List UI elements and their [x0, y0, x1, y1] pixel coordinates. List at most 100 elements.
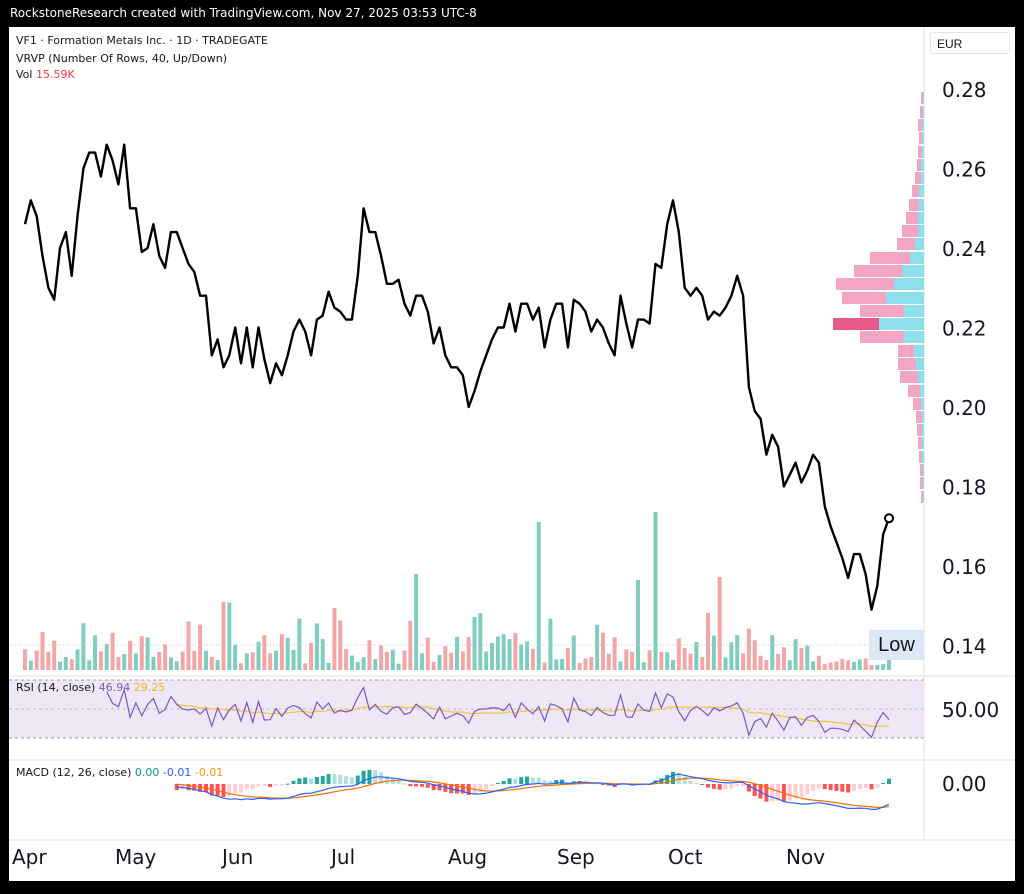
volume-bar — [291, 649, 296, 670]
volume-bar — [513, 632, 518, 670]
volume-profile-up — [922, 424, 924, 436]
volume-bar — [536, 522, 541, 670]
volume-profile-up — [915, 238, 924, 250]
volume-bar — [525, 641, 530, 670]
volume-profile-up — [916, 358, 924, 370]
volume-bar — [69, 659, 74, 670]
volume-bar — [239, 663, 243, 670]
macd-hist-bar — [530, 777, 535, 784]
macd-hist-bar — [735, 784, 740, 787]
macd-hist-bar — [186, 784, 191, 791]
volume-bar — [297, 618, 302, 670]
macd-hist-bar — [536, 777, 541, 784]
currency-selector[interactable]: EUR — [930, 32, 1010, 54]
macd-hist-bar — [799, 784, 804, 797]
macd-hist-bar — [437, 784, 442, 791]
volume-bar — [449, 652, 454, 670]
volume-bar — [490, 642, 495, 670]
macd-hist-bar — [811, 784, 816, 791]
volume-profile-down — [920, 106, 923, 118]
price-tick-label: 0.20 — [942, 396, 987, 420]
macd-hist-bar — [822, 784, 827, 790]
macd-hist-bar — [419, 784, 424, 787]
volume-bar — [110, 632, 115, 670]
volume-bar — [665, 652, 670, 670]
macd-hist-bar — [717, 784, 722, 790]
volume-profile-down — [916, 411, 922, 423]
volume-bar — [811, 661, 816, 670]
macd-hist-bar — [863, 784, 868, 789]
macd-hist-bar — [215, 784, 220, 796]
volume-bar — [630, 651, 635, 670]
volume-bar — [723, 657, 728, 670]
macd-hist-bar — [425, 784, 430, 788]
rsi-legend[interactable]: RSI (14, close) 46.94 29.25 — [16, 681, 165, 694]
volume-bar — [104, 643, 109, 670]
macd-hist-bar — [554, 779, 559, 784]
volume-profile-down — [918, 437, 922, 449]
symbol-legend[interactable]: VF1 · Formation Metals Inc. · 1D · TRADE… — [16, 34, 268, 47]
macd-hist-bar — [239, 784, 243, 793]
vrvp-legend[interactable]: VRVP (Number Of Rows, 40, Up/Down) — [16, 52, 228, 65]
volume-profile-up — [904, 305, 924, 317]
volume-bar — [408, 620, 413, 670]
macd-hist-bar — [349, 777, 354, 784]
volume-bar — [256, 641, 261, 670]
time-tick-label: Nov — [786, 845, 825, 869]
macd-hist-bar — [262, 784, 267, 787]
macd-hist-bar — [338, 774, 343, 784]
volume-legend[interactable]: Vol 15.59K — [16, 68, 75, 81]
macd-hist-bar — [332, 774, 337, 784]
volume-profile-up — [918, 212, 924, 224]
macd-histogram — [174, 769, 891, 802]
macd-hist-bar — [694, 782, 699, 784]
macd-hist-bar — [746, 784, 751, 792]
volume-profile — [833, 92, 924, 503]
volume-bar — [285, 637, 290, 670]
volume-bar — [320, 639, 325, 670]
volume-profile-down — [897, 238, 915, 250]
volume-profile-down — [909, 199, 919, 211]
volume-bar — [548, 618, 553, 670]
macd-hist-bar — [519, 777, 524, 784]
macd-hist-bar — [274, 784, 279, 786]
macd-hist-bar — [268, 784, 273, 787]
volume-bar — [653, 512, 658, 670]
volume-bar — [484, 651, 489, 670]
macd-legend[interactable]: MACD (12, 26, close) 0.00 -0.01 -0.01 — [16, 766, 223, 779]
volume-bar — [554, 659, 559, 670]
macd-hist-value: 0.00 — [134, 766, 160, 779]
volume-bar — [332, 608, 337, 670]
macd-hist-bar — [507, 778, 512, 784]
volume-bar — [711, 635, 716, 670]
price-tick-label: 0.22 — [942, 317, 987, 341]
volume-profile-down — [921, 491, 923, 503]
last-price-marker — [884, 513, 894, 524]
volume-bar — [455, 636, 459, 670]
macd-hist-bar — [396, 780, 401, 784]
volume-bar — [203, 650, 208, 670]
volume-bar — [460, 651, 465, 670]
volume-profile-up — [922, 146, 924, 158]
macd-hist-bar — [828, 784, 833, 791]
volume-bar — [583, 658, 588, 670]
volume-profile-down — [920, 477, 923, 489]
price-tick-label: 0.14 — [942, 635, 987, 659]
volume-profile-up — [921, 172, 924, 184]
volume-bar — [624, 649, 629, 670]
macd-hist-bar — [466, 784, 471, 795]
volume-bar — [717, 577, 722, 670]
volume-bar — [542, 662, 547, 670]
volume-value: 15.59K — [35, 68, 75, 81]
volume-profile-up — [914, 345, 924, 357]
rsi-line — [106, 686, 890, 739]
volume-bar — [834, 661, 839, 670]
macd-hist-bar — [606, 784, 611, 786]
volume-bar — [355, 662, 360, 670]
volume-bar — [478, 613, 483, 670]
price-tick-label: 0.24 — [942, 237, 987, 261]
volume-profile-down — [917, 424, 922, 436]
volume-bar — [373, 659, 378, 670]
